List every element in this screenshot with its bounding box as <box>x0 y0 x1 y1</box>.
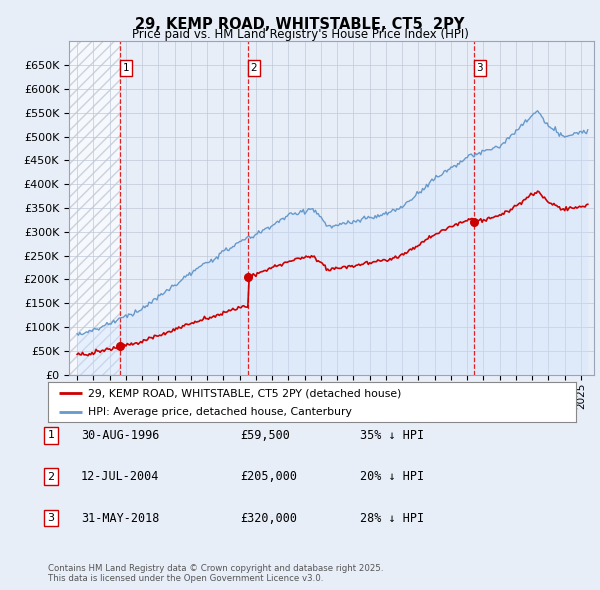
Text: HPI: Average price, detached house, Canterbury: HPI: Average price, detached house, Cant… <box>88 407 352 417</box>
Text: 2: 2 <box>47 472 55 481</box>
Text: 1: 1 <box>123 63 130 73</box>
Text: £59,500: £59,500 <box>240 429 290 442</box>
Text: £320,000: £320,000 <box>240 512 297 525</box>
Text: 28% ↓ HPI: 28% ↓ HPI <box>360 512 424 525</box>
Text: 20% ↓ HPI: 20% ↓ HPI <box>360 470 424 483</box>
Text: 3: 3 <box>476 63 483 73</box>
Text: 29, KEMP ROAD, WHITSTABLE, CT5  2PY: 29, KEMP ROAD, WHITSTABLE, CT5 2PY <box>136 17 464 31</box>
Text: 3: 3 <box>47 513 55 523</box>
Text: 31-MAY-2018: 31-MAY-2018 <box>81 512 160 525</box>
Text: 35% ↓ HPI: 35% ↓ HPI <box>360 429 424 442</box>
Text: 1: 1 <box>47 431 55 440</box>
Text: 30-AUG-1996: 30-AUG-1996 <box>81 429 160 442</box>
Text: Contains HM Land Registry data © Crown copyright and database right 2025.
This d: Contains HM Land Registry data © Crown c… <box>48 563 383 583</box>
Text: 29, KEMP ROAD, WHITSTABLE, CT5 2PY (detached house): 29, KEMP ROAD, WHITSTABLE, CT5 2PY (deta… <box>88 388 401 398</box>
Text: Price paid vs. HM Land Registry's House Price Index (HPI): Price paid vs. HM Land Registry's House … <box>131 28 469 41</box>
Text: 12-JUL-2004: 12-JUL-2004 <box>81 470 160 483</box>
Text: 2: 2 <box>251 63 257 73</box>
Text: £205,000: £205,000 <box>240 470 297 483</box>
